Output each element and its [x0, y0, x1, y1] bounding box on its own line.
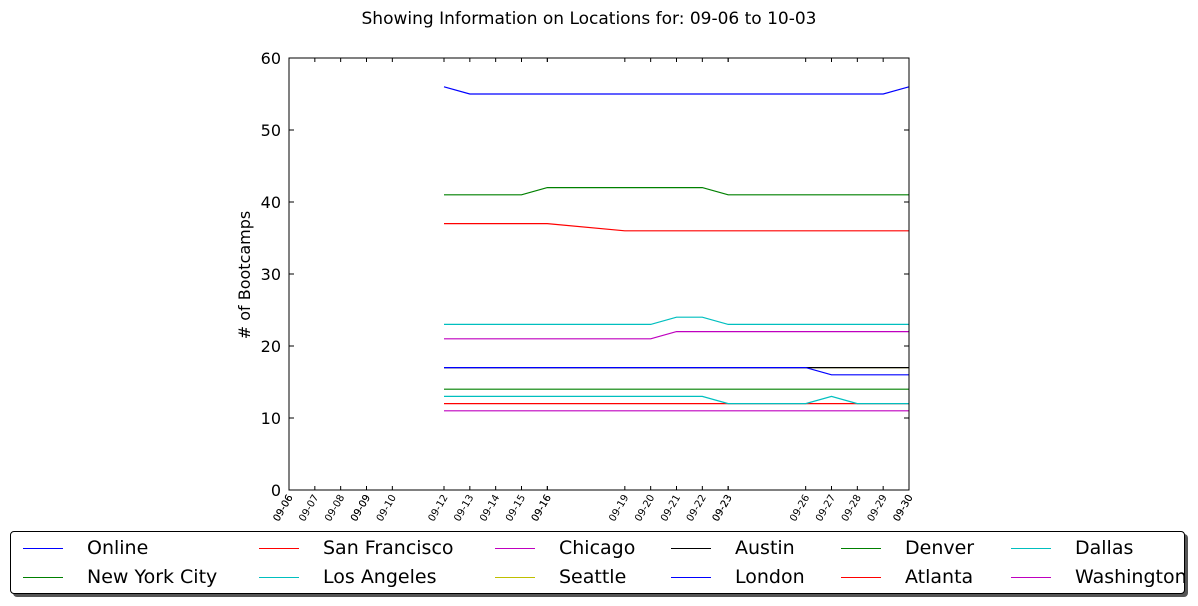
legend-label: Chicago [559, 537, 636, 559]
legend-item: Denver [841, 536, 974, 560]
x-tick-label-6: 09-10 [375, 493, 399, 524]
legend-item: Seattle [495, 565, 626, 589]
legend-item: London [671, 565, 805, 589]
legend-item: Austin [671, 536, 795, 560]
y-tick-label-3: 30 [261, 265, 281, 284]
legend-swatch [495, 547, 535, 549]
legend-item: Chicago [495, 536, 635, 560]
chart-title: Showing Information on Locations for: 09… [362, 9, 817, 29]
legend-swatch [259, 547, 299, 549]
legend-label: Atlanta [905, 566, 974, 588]
legend-label: Denver [905, 537, 975, 559]
x-tick-label-8: 09-13 [452, 493, 476, 524]
x-tick-label-22: 09-29 [866, 493, 890, 524]
legend-item: Online [23, 536, 148, 560]
series-line-4 [444, 331, 909, 340]
x-tick-label-24: 09-30 [892, 493, 916, 524]
y-tick-label-5: 50 [261, 121, 281, 140]
x-tick-label-18: 09-23 [711, 493, 735, 524]
x-tick-label-10: 09-15 [504, 493, 528, 524]
x-tick-label-5: 09-09 [349, 493, 373, 524]
y-axis-label: # of Bootcamps [235, 211, 254, 340]
y-axis-ticks: 0 10 20 30 40 50 60 [261, 49, 909, 500]
chart-legend: Online New York City San Francisco Los Ange… [10, 531, 1187, 594]
legend-label: Dallas [1075, 537, 1134, 559]
legend-swatch [495, 576, 535, 578]
legend-label: Online [87, 537, 149, 559]
y-tick-label-2: 20 [261, 337, 281, 356]
legend-label: San Francisco [323, 537, 454, 559]
legend-swatch [671, 547, 711, 549]
x-tick-label-7: 09-12 [427, 493, 451, 524]
y-tick-label-0: 0 [271, 481, 281, 500]
plot-frame [288, 57, 910, 491]
legend-swatch [1011, 576, 1051, 578]
legend-item: San Francisco [259, 536, 454, 560]
y-tick-label-1: 10 [261, 409, 281, 428]
series-line-7 [444, 367, 909, 376]
legend-label: New York City [87, 566, 218, 588]
x-tick-label-13: 09-19 [607, 493, 631, 524]
x-tick-label-2: 09-07 [297, 493, 321, 524]
x-tick-label-21: 09-28 [840, 493, 864, 524]
series-line-0 [443, 86, 910, 95]
legend-swatch [841, 547, 881, 549]
legend-label: Washington [1075, 566, 1187, 588]
legend-swatch [671, 576, 711, 578]
series-line-2 [444, 223, 909, 232]
series-line-1 [444, 187, 909, 196]
legend-swatch [23, 576, 63, 578]
legend-swatch [259, 576, 299, 578]
legend-swatch [23, 547, 63, 549]
x-tick-label-20: 09-27 [814, 493, 838, 524]
series-line-3 [444, 316, 909, 325]
legend-item: Dallas [1011, 536, 1133, 560]
x-tick-label-3: 09-08 [323, 493, 347, 524]
legend-label: London [735, 566, 805, 588]
series-line-10 [444, 395, 909, 405]
legend-label: Seattle [559, 566, 627, 588]
legend-item: New York City [23, 565, 217, 589]
x-tick-label-19: 09-26 [788, 493, 812, 524]
plot-lines [443, 86, 910, 412]
legend-swatch [1011, 547, 1051, 549]
legend-item: Washington [1011, 565, 1187, 589]
y-tick-label-6: 60 [261, 49, 281, 68]
legend-swatch [841, 576, 881, 578]
legend-item: Atlanta [841, 565, 973, 589]
y-tick-label-4: 40 [261, 193, 281, 212]
x-tick-label-16: 09-22 [685, 493, 709, 524]
legend-item: Los Angeles [259, 565, 436, 589]
x-tick-label-9: 09-14 [478, 493, 502, 524]
x-tick-label-12: 09-16 [530, 493, 554, 524]
legend-label: Austin [735, 537, 795, 559]
legend-label: Los Angeles [323, 566, 437, 588]
x-tick-label-14: 09-20 [633, 493, 657, 524]
x-tick-label-15: 09-21 [659, 493, 683, 524]
